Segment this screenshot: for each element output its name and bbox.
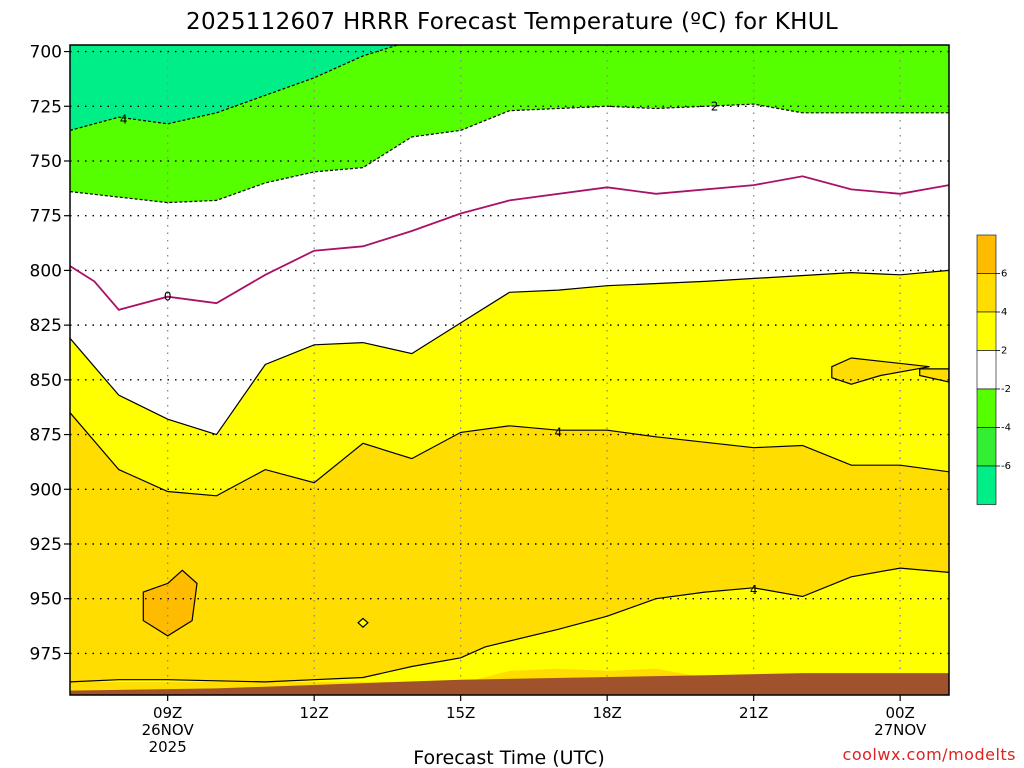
colorbar-label-2: 2: [1001, 346, 1007, 357]
contour-line-3: [70, 269, 949, 436]
y-tick-label-925: 925: [30, 535, 62, 555]
x-tick-year-09Z: 2025: [149, 738, 187, 756]
chart-title: 2025112607 HRRR Forecast Temperature (ºC…: [186, 9, 838, 35]
contour-line-2: [70, 175, 949, 311]
colorbar-label-1: 4: [1001, 307, 1007, 318]
fill-4-to-6: [70, 412, 949, 682]
y-tick-label-975: 975: [30, 644, 62, 664]
x-tick-label-09Z: 09Z: [153, 704, 182, 722]
credit-link[interactable]: coolwx.com/modelts: [843, 745, 1016, 764]
contour-lines: [70, 45, 949, 683]
ground-layer: [70, 673, 949, 695]
colorbar-label-4: -4: [1001, 423, 1011, 434]
colorbar-swatch-5: [976, 427, 997, 467]
y-tick-label-700: 700: [30, 43, 62, 63]
colorbar-swatch-6: [976, 465, 997, 505]
x-tick-label-21Z: 21Z: [739, 704, 768, 722]
contour-label-5: 4: [750, 583, 758, 597]
fill-small-region-0: [142, 569, 198, 637]
ground-polygon: [70, 673, 949, 695]
colorbar-swatch-4: [976, 388, 997, 428]
y-tick-label-800: 800: [30, 261, 62, 281]
colorbar-swatch-1: [976, 273, 997, 313]
temperature-fills: [70, 45, 949, 695]
x-tick-label-12Z: 12Z: [299, 704, 328, 722]
x-axis-label: Forecast Time (UTC): [413, 747, 604, 768]
y-tick-label-750: 750: [30, 152, 62, 172]
fill-small-region-2: [919, 368, 949, 383]
colorbar-swatch-0: [976, 234, 997, 274]
contour-label-4: 4: [555, 425, 563, 439]
fill-small-region-3: [357, 617, 369, 629]
colorbar-swatch-3: [976, 350, 997, 390]
x-tick-label-15Z: 15Z: [446, 704, 475, 722]
y-axis: 700 725 750 775 800 825 850 875 900 925 950 975: [30, 43, 70, 664]
y-tick-label-900: 900: [30, 480, 62, 500]
y-tick-label-875: 875: [30, 426, 62, 446]
fill-small-region-1: [831, 357, 930, 385]
colorbar-label-5: -6: [1001, 461, 1011, 472]
fill-lt-minus6: [70, 45, 949, 131]
contour-label-2: 0: [164, 290, 172, 304]
plot-area: [70, 45, 949, 695]
x-tick-date-09Z: 26NOV: [142, 721, 195, 739]
x-tick-label-18Z: 18Z: [592, 704, 621, 722]
plot-frame: [69, 44, 950, 696]
colorbar-label-3: -2: [1001, 384, 1011, 395]
contour-label-1: 2: [711, 99, 719, 113]
y-tick-label-950: 950: [30, 590, 62, 610]
y-tick-label-775: 775: [30, 207, 62, 227]
y-tick-label-825: 825: [30, 316, 62, 336]
contour-line-4: [70, 412, 949, 497]
contour-line-5: [70, 567, 949, 683]
colorbar-label-0: 6: [1001, 269, 1007, 280]
contour-label-0: 4: [120, 112, 128, 126]
x-tick-label-00Z: 00Z: [885, 704, 914, 722]
colorbar-swatch-2: [976, 311, 997, 351]
y-tick-label-850: 850: [30, 371, 62, 391]
y-tick-label-725: 725: [30, 97, 62, 117]
contour-line-1: [70, 103, 949, 204]
colorbar: 6 4 2 -2 -4 -6: [976, 234, 1011, 505]
x-tick-date-00Z: 27NOV: [874, 721, 927, 739]
contour-labels: 4 2 0 4 4: [120, 99, 758, 597]
